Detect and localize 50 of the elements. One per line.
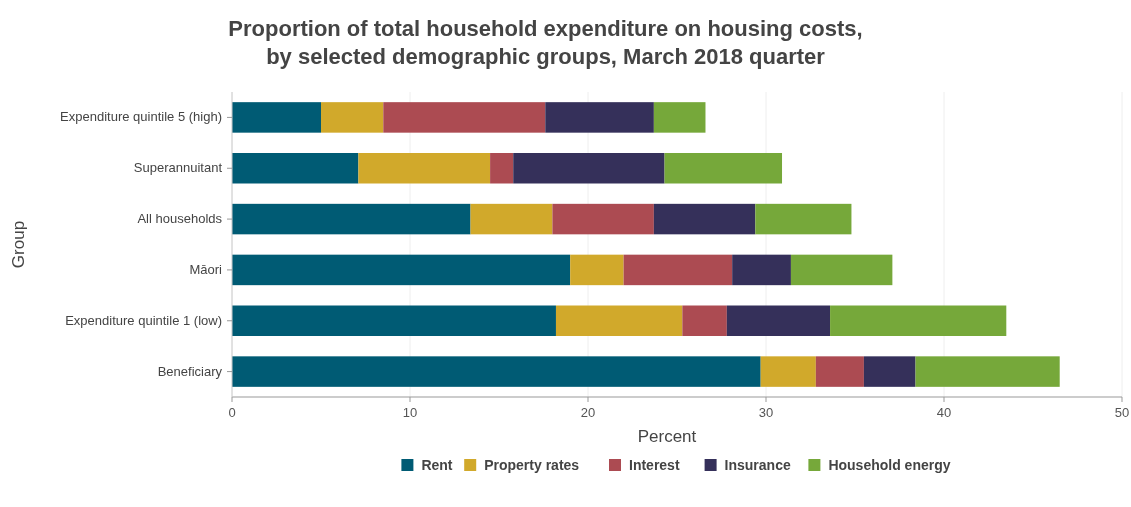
legend-label: Household energy [828, 457, 951, 473]
x-tick-label: 50 [1114, 405, 1130, 420]
bar [555, 305, 683, 336]
y-tick-label: Māori [189, 261, 223, 277]
bar [513, 153, 665, 184]
bar [232, 153, 359, 184]
bar [653, 102, 706, 133]
bar [232, 203, 471, 235]
x-tick-label: 20 [580, 405, 596, 420]
bar [863, 356, 916, 387]
bar [915, 356, 1060, 387]
y-tick-label: Beneficiary [157, 363, 223, 379]
bar [664, 153, 783, 184]
chart-title: Proportion of total household expenditure on housing costs, by selected demographic groups, March 2018 quarter [228, 16, 863, 69]
bar [653, 203, 756, 235]
x-axis-title: Percent [637, 427, 697, 446]
bar [232, 305, 556, 336]
bar [830, 305, 1007, 336]
bar [383, 102, 546, 133]
bar [623, 254, 733, 286]
bar [321, 102, 384, 133]
bar [755, 203, 852, 235]
y-tick-label: Expenditure quintile 5 (high) [60, 109, 222, 125]
legend-label: Property rates [484, 457, 580, 473]
bar [545, 102, 654, 133]
bar [682, 305, 727, 336]
bar [470, 203, 553, 235]
legend-label: Rent [421, 457, 453, 473]
bar [790, 254, 893, 286]
y-tick-label: Superannuitant [133, 160, 223, 176]
bar [490, 153, 514, 184]
x-tick-label: 10 [402, 405, 418, 420]
bar [760, 356, 816, 387]
y-tick-label: All households [137, 211, 223, 227]
x-tick-label: 30 [758, 405, 774, 420]
legend-label: Insurance [724, 457, 791, 473]
bar [726, 305, 831, 336]
bar [358, 153, 491, 184]
bar [570, 254, 624, 286]
legend-label: Interest [629, 457, 680, 473]
bar [552, 203, 654, 235]
y-tick-label: Expenditure quintile 1 (low) [65, 312, 222, 328]
x-tick-label: 0 [228, 405, 236, 420]
x-tick-label: 40 [936, 405, 952, 420]
bar [232, 356, 761, 387]
bar [815, 356, 864, 387]
bar [232, 102, 321, 133]
y-axis-title: Group [9, 220, 28, 269]
bar [232, 254, 571, 286]
bar [732, 254, 791, 286]
